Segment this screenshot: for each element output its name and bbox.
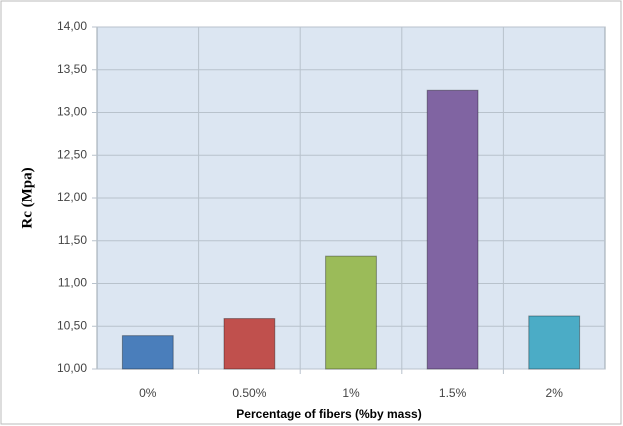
y-tick-label: 11,00 [58, 276, 87, 290]
bar [325, 255, 377, 370]
x-tick-label: 2% [546, 386, 564, 400]
y-tick-label: 10,00 [57, 361, 87, 375]
y-tick-label: 14,00 [57, 19, 87, 33]
x-tick-label: 1% [342, 386, 360, 400]
x-tick-label: 0.50% [232, 386, 266, 400]
y-tick-label: 12,50 [57, 147, 87, 161]
bar [426, 89, 479, 370]
bar [121, 335, 174, 370]
bar [223, 318, 276, 370]
x-tick-label: 1.5% [439, 386, 467, 400]
y-tick-label: 10,50 [57, 318, 87, 332]
y-axis-title: Rc (Mpa) [19, 167, 35, 228]
y-tick-label: 12,00 [57, 190, 87, 204]
bar [528, 315, 581, 370]
y-tick-label: 11,50 [58, 233, 87, 247]
x-tick-label: 0% [139, 386, 157, 400]
y-tick-label: 13,50 [57, 62, 87, 76]
y-tick-label: 13,00 [57, 105, 87, 119]
x-axis-title: Percentage of fibers (%by mass) [236, 407, 421, 421]
